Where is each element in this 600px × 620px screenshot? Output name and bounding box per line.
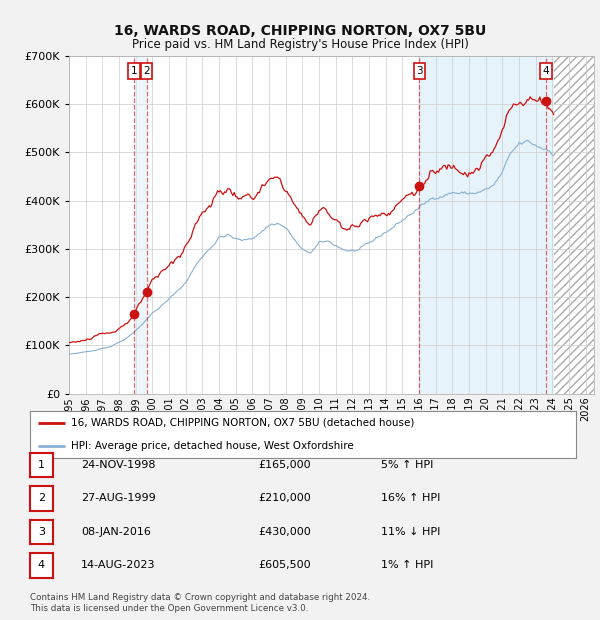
Text: £430,000: £430,000 [258, 527, 311, 537]
Text: 3: 3 [416, 66, 423, 76]
Text: 16, WARDS ROAD, CHIPPING NORTON, OX7 5BU (detached house): 16, WARDS ROAD, CHIPPING NORTON, OX7 5BU… [71, 418, 415, 428]
Text: 24-NOV-1998: 24-NOV-1998 [81, 460, 155, 470]
Text: 14-AUG-2023: 14-AUG-2023 [81, 560, 155, 570]
Text: 1: 1 [38, 460, 45, 470]
Text: 4: 4 [542, 66, 550, 76]
Text: 27-AUG-1999: 27-AUG-1999 [81, 494, 156, 503]
Bar [554, 56, 594, 394]
Text: Price paid vs. HM Land Registry's House Price Index (HPI): Price paid vs. HM Land Registry's House … [131, 38, 469, 51]
Text: £605,500: £605,500 [258, 560, 311, 570]
Text: £210,000: £210,000 [258, 494, 311, 503]
Text: 5% ↑ HPI: 5% ↑ HPI [381, 460, 433, 470]
Text: 11% ↓ HPI: 11% ↓ HPI [381, 527, 440, 537]
Text: £165,000: £165,000 [258, 460, 311, 470]
Text: 2: 2 [38, 494, 45, 503]
Text: 1% ↑ HPI: 1% ↑ HPI [381, 560, 433, 570]
Text: 16, WARDS ROAD, CHIPPING NORTON, OX7 5BU: 16, WARDS ROAD, CHIPPING NORTON, OX7 5BU [114, 24, 486, 38]
Text: 2: 2 [143, 66, 150, 76]
Text: 1: 1 [131, 66, 137, 76]
Text: 16% ↑ HPI: 16% ↑ HPI [381, 494, 440, 503]
Bar [419, 56, 554, 394]
Text: 4: 4 [38, 560, 45, 570]
Text: 3: 3 [38, 527, 45, 537]
Text: HPI: Average price, detached house, West Oxfordshire: HPI: Average price, detached house, West… [71, 441, 354, 451]
Text: Contains HM Land Registry data © Crown copyright and database right 2024.
This d: Contains HM Land Registry data © Crown c… [30, 593, 370, 613]
Text: 08-JAN-2016: 08-JAN-2016 [81, 527, 151, 537]
Bar [554, 56, 594, 394]
Bar [134, 56, 146, 394]
